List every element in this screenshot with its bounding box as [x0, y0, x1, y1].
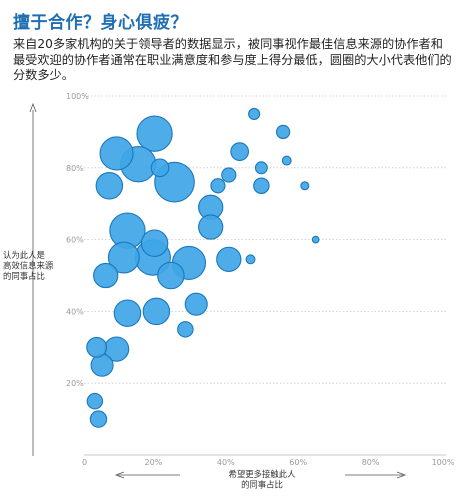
bubble-7: [275, 124, 291, 140]
chart-subtitle: 来自20多家机构的关于领导者的数据显示，被同事视作最佳信息来源的协作者和最受欢迎…: [13, 37, 452, 82]
x-tick-label: 0: [82, 458, 87, 467]
x-tick-label: 20%: [145, 458, 163, 467]
bubble-14: [300, 181, 310, 191]
bubble-29: [142, 297, 171, 326]
y-tick-label: 20%: [66, 379, 84, 388]
y-tick-label: 80%: [66, 164, 84, 173]
y-tick-label: 60%: [66, 236, 84, 245]
bubble-35: [89, 410, 108, 428]
y-axis-title: 高效信息来源: [3, 261, 54, 271]
bubble-31: [86, 336, 108, 358]
y-arrow-head: [29, 102, 37, 113]
bubble-10: [281, 155, 292, 166]
y-axis-title: 的同事占比: [3, 271, 45, 281]
x-arrow-right-head: [396, 471, 407, 479]
bubble-18: [140, 229, 169, 257]
bubble-23: [245, 254, 256, 265]
bubble-12: [210, 178, 226, 194]
axes: [29, 102, 446, 479]
bubble-19: [107, 241, 140, 274]
bubble-11: [221, 167, 237, 183]
y-tick-label: 100%: [66, 92, 89, 101]
bubble-1: [99, 136, 134, 171]
bubble-28: [113, 299, 142, 327]
x-tick-label: 100%: [432, 458, 455, 467]
x-tick-label: 40%: [217, 458, 235, 467]
bubble-24: [311, 235, 320, 244]
x-axis-title: 希望更多接触此人: [229, 469, 297, 479]
bubble-0: [136, 115, 173, 152]
bubble-8: [230, 142, 250, 161]
bubble-33: [90, 353, 114, 377]
y-axis-title: 认为此人是: [3, 250, 45, 260]
bubble-34: [86, 392, 104, 410]
bubble-27: [184, 292, 208, 316]
x-arrow-left-head: [114, 471, 125, 479]
bubble-25: [93, 262, 119, 289]
x-axis-title: 的同事占比: [241, 480, 283, 490]
x-tick-label: 60%: [289, 458, 307, 467]
tick-labels: 20% 40% 60% 80% 100% 0 20% 40% 60% 80% 100%: [66, 92, 455, 467]
y-tick-label: 40%: [66, 307, 84, 316]
bubbles: [86, 107, 320, 428]
bubble-22: [216, 246, 242, 272]
bubble-5: [150, 158, 170, 178]
bubble-6: [248, 107, 261, 120]
bubble-30: [177, 321, 194, 338]
bubble-13: [253, 177, 270, 195]
bubble-16: [198, 214, 224, 240]
bubble-26: [157, 261, 185, 290]
bubble-9: [254, 161, 268, 175]
chart-title: 擅于合作？身心俱疲？: [13, 13, 188, 33]
x-tick-label: 80%: [362, 458, 380, 467]
bubble-4: [95, 172, 124, 200]
